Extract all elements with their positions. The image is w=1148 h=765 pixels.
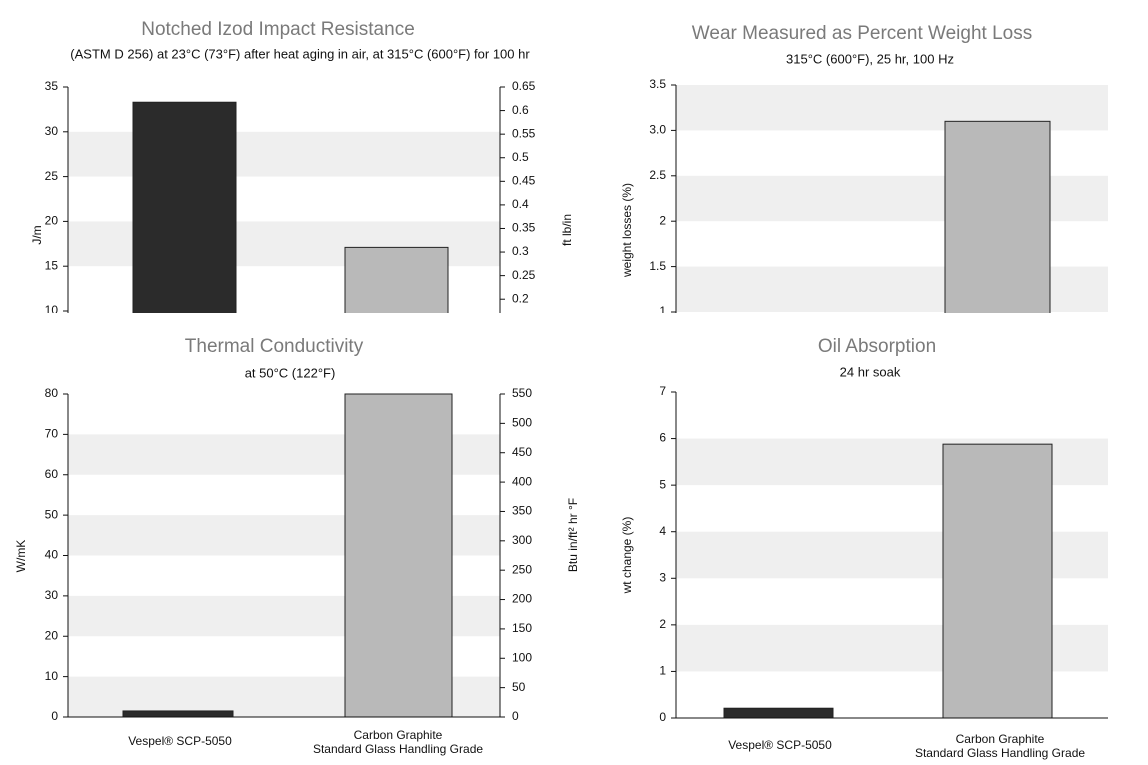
y2-tick-label: 0.4 xyxy=(512,197,529,211)
y2-tick-label: 350 xyxy=(512,504,532,518)
chart-subtitle: at 50°C (122°F) xyxy=(245,365,336,380)
chart-panel: Oil Absorption 24 hr soak 0 1 2 3 4 5 6 7 wt chang… xyxy=(620,336,1108,724)
y-tick-label: 7 xyxy=(659,384,666,398)
y-tick-label: 35 xyxy=(45,79,59,93)
y-tick-label: 4 xyxy=(659,524,666,538)
chart-title: Thermal Conductivity xyxy=(185,336,364,357)
y2-tick-label: 450 xyxy=(512,445,532,459)
y2-tick-label: 0.5 xyxy=(512,150,529,164)
y2-tick-label: 200 xyxy=(512,592,532,606)
y-tick-label: 3.5 xyxy=(649,77,666,91)
bar xyxy=(132,101,237,313)
y-tick-label: 1.5 xyxy=(649,259,666,273)
y2-tick-label: 0.6 xyxy=(512,103,529,117)
chart-panel: Wear Measured as Percent Weight Loss 315°… xyxy=(620,23,1108,318)
y2-tick-label: 250 xyxy=(512,562,532,576)
y2-tick-label: 550 xyxy=(512,386,532,400)
y2-tick-label: 50 xyxy=(512,680,526,694)
x-tick-label: Vespel® SCP-5050 xyxy=(728,738,832,752)
y-tick-label: 6 xyxy=(659,431,666,445)
x-tick-label: Carbon Graphite Standard Glass Handling … xyxy=(914,732,1086,760)
y-axis-label: J/m xyxy=(30,225,44,244)
bar xyxy=(944,120,1051,313)
y-tick-label: 30 xyxy=(45,124,59,138)
y2-axis-label: ft lb/in xyxy=(560,214,574,246)
y-tick-label: 30 xyxy=(45,588,59,602)
x-tick-label: Carbon Graphite Standard Glass Handling … xyxy=(312,728,484,756)
y2-tick-label: 500 xyxy=(512,416,532,430)
y-tick-label: 1 xyxy=(659,664,666,678)
y-axis-label: W/mK xyxy=(14,540,28,573)
y-tick-label: 25 xyxy=(45,169,59,183)
y-tick-label: 60 xyxy=(45,467,59,481)
y2-tick-label: 0.25 xyxy=(512,268,536,282)
y-tick-label: 0 xyxy=(659,710,666,724)
chart-subtitle: (ASTM D 256) at 23°C (73°F) after heat a… xyxy=(70,46,530,61)
bar xyxy=(344,393,453,718)
chart-title: Notched Izod Impact Resistance xyxy=(141,19,415,40)
y2-axis-label: Btu in/ft² hr °F xyxy=(566,498,580,572)
chart-title: Oil Absorption xyxy=(818,336,936,357)
y-tick-label: 0 xyxy=(51,709,58,723)
y-tick-label: 15 xyxy=(45,258,59,272)
chart-panel: Thermal Conductivity at 50°C (122°F) 0 10 20… xyxy=(14,336,580,723)
y-tick-label: 10 xyxy=(45,669,59,683)
y2-tick-label: 0.3 xyxy=(512,244,529,258)
y-tick-label: 20 xyxy=(45,628,59,642)
y-tick-label: 2 xyxy=(659,617,666,631)
y2-tick-label: 0 xyxy=(512,709,519,723)
y-tick-label: 20 xyxy=(45,214,59,228)
y2-tick-label: 0.45 xyxy=(512,173,536,187)
y-tick-label: 2.5 xyxy=(649,168,666,182)
y2-tick-label: 400 xyxy=(512,474,532,488)
chart-subtitle: 24 hr soak xyxy=(840,364,901,379)
y-axis-label: weight losses (%) xyxy=(620,183,634,278)
y-tick-label: 50 xyxy=(45,507,59,521)
y2-tick-label: 0.65 xyxy=(512,79,536,93)
y2-tick-label: 150 xyxy=(512,621,532,635)
y-axis-label: wt change (%) xyxy=(620,517,634,595)
bar xyxy=(344,246,449,313)
y2-tick-label: 0.35 xyxy=(512,221,536,235)
y2-tick-label: 0.2 xyxy=(512,291,529,305)
y2-tick-label: 100 xyxy=(512,650,532,664)
bar xyxy=(942,443,1053,719)
y-tick-label: 10 xyxy=(45,303,59,317)
bar xyxy=(122,710,234,718)
y-tick-label: 3 xyxy=(659,570,666,584)
bar xyxy=(723,707,834,719)
y2-tick-label: 0.55 xyxy=(512,126,536,140)
y-tick-label: 1 xyxy=(659,304,666,318)
chart-title: Wear Measured as Percent Weight Loss xyxy=(692,23,1032,44)
y-tick-label: 40 xyxy=(45,548,59,562)
y-tick-label: 70 xyxy=(45,427,59,441)
y2-tick-label: 300 xyxy=(512,533,532,547)
chart-subtitle: 315°C (600°F), 25 hr, 100 Hz xyxy=(786,51,954,66)
y-tick-label: 80 xyxy=(45,386,59,400)
x-tick-label: Vespel® SCP-5050 xyxy=(128,734,232,748)
y-tick-label: 2 xyxy=(659,213,666,227)
chart-panel: Notched Izod Impact Resistance (ASTM D 25… xyxy=(30,19,574,317)
y-tick-label: 3.0 xyxy=(649,123,666,137)
y-tick-label: 5 xyxy=(659,477,666,491)
